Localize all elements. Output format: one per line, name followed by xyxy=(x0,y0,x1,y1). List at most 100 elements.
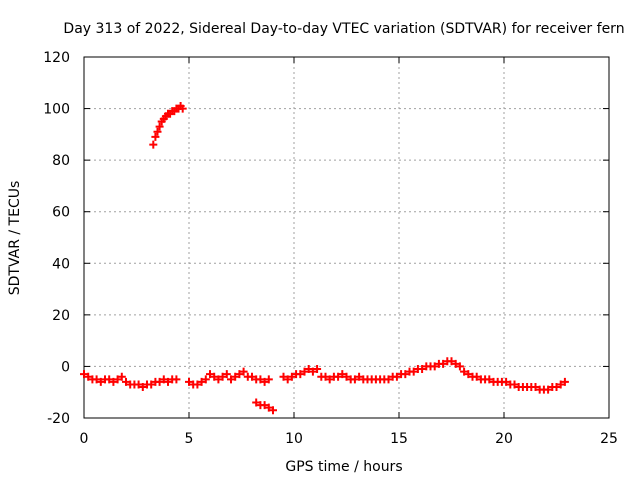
data-point xyxy=(334,372,343,381)
data-point xyxy=(214,375,223,384)
data-point xyxy=(418,365,427,374)
x-tick-label: 20 xyxy=(495,431,513,447)
y-tick-label: 20 xyxy=(52,308,70,324)
series-arc-high xyxy=(149,101,187,149)
y-tick-label: 40 xyxy=(52,256,70,272)
data-point xyxy=(304,365,313,374)
data-points xyxy=(80,101,569,415)
data-point xyxy=(279,372,288,381)
data-point xyxy=(556,380,565,389)
data-point xyxy=(134,380,143,389)
data-point xyxy=(300,367,309,376)
data-point xyxy=(401,370,410,379)
data-point xyxy=(147,380,156,389)
data-point xyxy=(155,122,164,131)
data-point xyxy=(439,359,448,368)
data-point xyxy=(96,377,105,386)
data-point xyxy=(151,132,160,141)
data-point xyxy=(544,385,553,394)
data-point xyxy=(325,375,334,384)
series-band-1 xyxy=(80,370,126,386)
x-tick-label: 5 xyxy=(185,431,194,447)
x-tick-label: 10 xyxy=(285,431,303,447)
data-point xyxy=(117,372,126,381)
data-point xyxy=(138,383,147,392)
data-point xyxy=(193,380,202,389)
data-point xyxy=(455,362,464,371)
data-point xyxy=(531,383,540,392)
data-point xyxy=(409,367,418,376)
data-point xyxy=(155,377,164,386)
series-band-3 xyxy=(185,367,248,389)
data-point xyxy=(172,375,181,384)
series-band-7 xyxy=(397,357,473,379)
data-point xyxy=(560,377,569,386)
data-point xyxy=(308,367,317,376)
y-tick-label: 100 xyxy=(43,102,70,118)
data-point xyxy=(235,370,244,379)
data-point xyxy=(342,372,351,381)
series-band-5 xyxy=(279,365,322,384)
series-dip xyxy=(252,398,277,415)
data-point xyxy=(222,370,231,379)
data-point xyxy=(84,372,93,381)
data-point xyxy=(113,375,122,384)
data-point xyxy=(185,377,193,386)
y-tick-label: 0 xyxy=(61,359,70,375)
data-point xyxy=(149,140,158,149)
data-point xyxy=(218,372,227,381)
data-point xyxy=(502,377,511,386)
data-point xyxy=(264,403,273,412)
x-tick-label: 25 xyxy=(600,431,618,447)
x-axis-label: GPS time / hours xyxy=(285,459,402,475)
data-point xyxy=(231,372,240,381)
y-tick-label: 60 xyxy=(52,205,70,221)
data-point xyxy=(510,380,519,389)
data-point xyxy=(460,367,469,376)
data-point xyxy=(264,375,273,384)
y-axis-label: SDTVAR / TECUs xyxy=(7,181,23,296)
data-point xyxy=(472,372,481,381)
data-point xyxy=(355,372,364,381)
data-point xyxy=(252,398,261,407)
series-band-6 xyxy=(317,370,401,384)
data-point xyxy=(248,372,256,381)
series-band-2 xyxy=(122,375,181,392)
y-tick-label: 80 xyxy=(52,153,70,169)
data-point xyxy=(178,104,187,113)
plot-frame xyxy=(83,56,610,419)
data-point xyxy=(92,375,101,384)
data-point xyxy=(350,375,359,384)
data-point xyxy=(313,365,322,374)
data-point xyxy=(296,370,305,379)
data-point xyxy=(338,370,347,379)
data-point xyxy=(260,401,269,410)
data-point xyxy=(159,375,168,384)
data-point xyxy=(109,377,118,386)
axis-ticks: 0 5 10 15 20 25 -20 0 20 40 60 80 100 120 xyxy=(43,50,618,447)
grid-lines xyxy=(84,57,609,418)
data-point xyxy=(447,357,456,366)
data-point xyxy=(122,377,130,386)
data-point xyxy=(197,377,206,386)
data-point xyxy=(321,372,330,381)
data-point xyxy=(105,375,114,384)
chart-title: Day 313 of 2022, Sidereal Day-to-day VTE… xyxy=(63,21,624,37)
data-point xyxy=(283,375,292,384)
data-point xyxy=(392,372,401,381)
data-point xyxy=(201,375,210,384)
data-point xyxy=(260,377,269,386)
data-point xyxy=(269,406,277,415)
data-point xyxy=(80,370,88,379)
y-tick-label: -20 xyxy=(47,411,70,427)
data-point xyxy=(485,375,494,384)
data-point xyxy=(206,370,214,379)
data-point xyxy=(227,375,235,384)
data-point xyxy=(384,375,393,384)
data-point xyxy=(239,367,248,376)
series-band-4 xyxy=(243,372,273,386)
data-point xyxy=(256,375,265,384)
data-point xyxy=(153,127,162,136)
x-tick-label: 0 xyxy=(80,431,89,447)
